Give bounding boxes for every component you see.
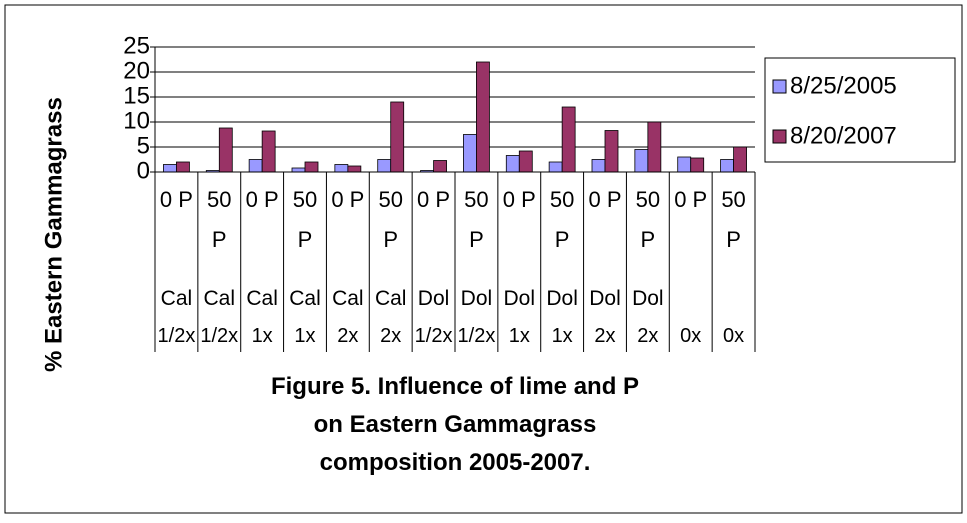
x-tick-label: 50 P [378, 187, 403, 252]
bar [304, 161, 319, 173]
y-tick-label: 15 [123, 82, 150, 109]
y-tick-label: 5 [137, 132, 150, 159]
bar [176, 161, 190, 173]
y-axis-label: % Eastern Gammagrass [40, 97, 67, 372]
x-tick-label: Cal [332, 287, 364, 310]
x-tick-label: 50 P [635, 187, 661, 252]
x-tick-label: Cal [374, 287, 407, 310]
legend-swatch [772, 129, 787, 144]
bar [720, 159, 734, 173]
x-tick-label: 0x [680, 325, 702, 347]
legend-label: 8/25/2005 [790, 72, 897, 99]
bar [163, 164, 177, 173]
x-tick-label: 0 P [331, 187, 365, 212]
bar [518, 150, 533, 173]
bar [476, 61, 490, 173]
bar [433, 160, 447, 173]
x-tick-label: 0 P [502, 187, 536, 212]
x-tick-label: 50 P [721, 187, 746, 252]
x-tick-label: 1/2x [414, 325, 453, 347]
x-tick-label: Dol [417, 287, 450, 310]
x-tick-label: 1x [551, 325, 573, 347]
bar [561, 106, 576, 173]
bar [291, 167, 306, 173]
x-tick-label: 0 P [159, 187, 193, 212]
x-tick-label: 50 P [207, 187, 232, 252]
x-tick-label: 50 P [549, 187, 575, 252]
x-tick-label: 1/2x [200, 325, 239, 347]
bar [733, 146, 747, 173]
x-tick-label: Cal [289, 287, 321, 310]
legend-swatch [772, 79, 787, 94]
x-tick-label: 50 P [292, 187, 318, 252]
bar [463, 134, 477, 173]
bar [347, 165, 362, 173]
y-tick-label: 0 [137, 157, 150, 184]
x-tick-label: Cal [203, 287, 236, 310]
bar [218, 127, 233, 173]
x-tick-label: 1/2x [157, 325, 196, 347]
y-tick-label: 20 [123, 57, 150, 84]
legend-box [764, 57, 956, 163]
bar [591, 159, 606, 173]
bar [248, 159, 263, 173]
x-tick-label: 2x [594, 325, 616, 347]
x-tick-label: 2x [637, 325, 659, 347]
x-tick-label: Dol [546, 287, 578, 310]
x-tick-label: 1x [508, 325, 530, 347]
y-tick-label: 25 [123, 32, 150, 59]
bar [390, 101, 405, 173]
x-tick-label: 1x [294, 325, 316, 347]
bar [634, 149, 649, 173]
x-tick-label: Cal [160, 287, 193, 310]
x-tick-label: 1/2x [457, 325, 496, 347]
y-tick-label: 10 [123, 107, 150, 134]
x-tick-label: Dol [503, 287, 536, 310]
bar [604, 130, 619, 173]
x-tick-label: 2x [380, 325, 402, 347]
chart-title: Figure 5. Influence of lime and P on Eas… [270, 373, 640, 476]
bar [690, 157, 705, 173]
x-tick-label: 0 P [245, 187, 279, 212]
x-tick-label: 0x [723, 325, 745, 347]
x-tick-label: 0 P [588, 187, 622, 212]
x-tick-label: 50 P [464, 187, 489, 252]
bar [647, 121, 662, 173]
x-tick-label: Dol [589, 287, 621, 310]
x-tick-label: 2x [337, 325, 359, 347]
bar [377, 159, 392, 173]
x-tick-label: Dol [460, 287, 493, 310]
bar [548, 161, 563, 173]
bar [505, 155, 520, 173]
bar [261, 130, 276, 173]
x-tick-label: 0 P [417, 187, 451, 212]
x-tick-label: Dol [632, 287, 664, 310]
bar [677, 156, 692, 173]
legend-label: 8/20/2007 [790, 122, 897, 149]
x-tick-label: 0 P [674, 187, 708, 212]
x-tick-label: 1x [251, 325, 273, 347]
x-tick-label: Cal [246, 287, 278, 310]
bar [334, 164, 349, 173]
